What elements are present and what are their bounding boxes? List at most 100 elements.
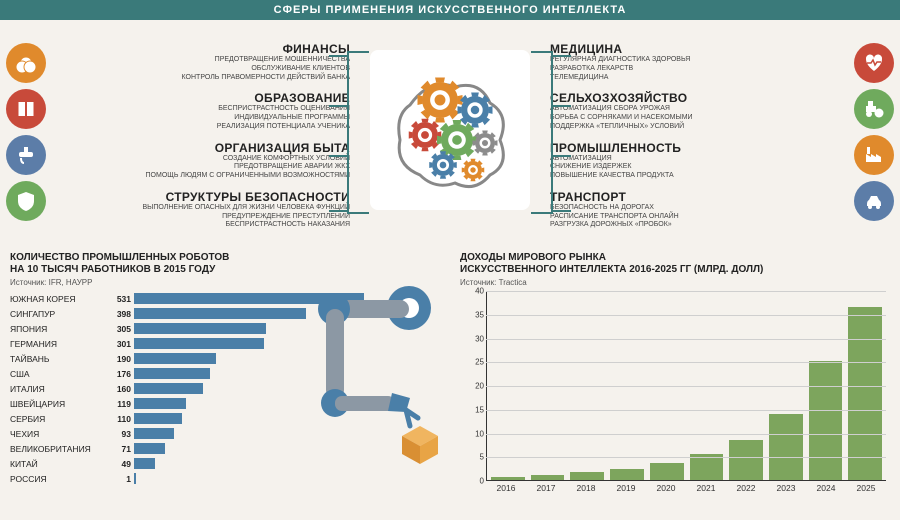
- gridline: [486, 457, 886, 458]
- revenue-bar: [491, 477, 525, 480]
- category-coins: ФИНАНСЫ ПРЕДОТВРАЩЕНИЕ МОШЕННИЧЕСТВАОБСЛ…: [50, 42, 350, 82]
- country-bar: [134, 413, 182, 424]
- category-title: ОРГАНИЗАЦИЯ БЫТА: [50, 141, 350, 155]
- gridline: [486, 362, 886, 363]
- country-label: КИТАЙ: [10, 459, 110, 469]
- category-title: ФИНАНСЫ: [50, 42, 350, 56]
- country-value: 190: [110, 354, 134, 364]
- x-tick: 2024: [806, 483, 846, 501]
- x-tick: 2021: [686, 483, 726, 501]
- shield-icon: [6, 181, 46, 221]
- category-heart: МЕДИЦИНА РЕГУЛЯРНАЯ ДИАГНОСТИКА ЗДОРОВЬЯ…: [550, 42, 850, 82]
- y-tick: 10: [460, 429, 484, 438]
- category-car: ТРАНСПОРТ БЕЗОПАСНОСТЬ НА ДОРОГАХРАСПИСА…: [550, 190, 850, 230]
- gridline: [486, 434, 886, 435]
- factory-icon: [854, 135, 894, 175]
- country-label: ЯПОНИЯ: [10, 324, 110, 334]
- gridline: [486, 386, 886, 387]
- country-bar: [134, 428, 174, 439]
- category-book: ОБРАЗОВАНИЕ БЕСПРИСТРАСТНОСТЬ ОЦЕНИВАНИЯ…: [50, 91, 350, 131]
- categories-right: МЕДИЦИНА РЕГУЛЯРНАЯ ДИАГНОСТИКА ЗДОРОВЬЯ…: [550, 42, 850, 230]
- country-value: 305: [110, 324, 134, 334]
- icon-strip-left: [6, 43, 46, 221]
- country-bar: [134, 458, 155, 469]
- category-desc: БЕЗОПАСНОСТЬ НА ДОРОГАХРАСПИСАНИЕ ТРАНСП…: [550, 204, 850, 230]
- revenue-bar: [809, 361, 843, 480]
- revenue-bar: [769, 414, 803, 481]
- robots-chart-title: КОЛИЧЕСТВО ПРОМЫШЛЕННЫХ РОБОТОВНА 10 ТЫС…: [10, 252, 440, 276]
- gridline: [486, 339, 886, 340]
- category-title: ОБРАЗОВАНИЕ: [50, 91, 350, 105]
- country-bar: [134, 368, 210, 379]
- country-bar: [134, 383, 203, 394]
- gridline: [486, 410, 886, 411]
- country-value: 110: [110, 414, 134, 424]
- gridline: [486, 315, 886, 316]
- category-desc: АВТОМАТИЗАЦИЯСНИЖЕНИЕ ИЗДЕРЖЕКПОВЫШЕНИЕ …: [550, 155, 850, 181]
- applications-section: ФИНАНСЫ ПРЕДОТВРАЩЕНИЕ МОШЕННИЧЕСТВАОБСЛ…: [0, 20, 900, 250]
- country-bar: [134, 323, 266, 334]
- x-tick: 2025: [846, 483, 886, 501]
- category-title: ПРОМЫШЛЕННОСТЬ: [550, 141, 850, 155]
- tap-icon: [6, 135, 46, 175]
- category-factory: ПРОМЫШЛЕННОСТЬ АВТОМАТИЗАЦИЯСНИЖЕНИЕ ИЗД…: [550, 141, 850, 181]
- tractor-icon: [854, 89, 894, 129]
- revenue-chart: ДОХОДЫ МИРОВОГО РЫНКАИСКУССТВЕННОГО ИНТЕ…: [450, 248, 900, 520]
- country-value: 93: [110, 429, 134, 439]
- country-value: 398: [110, 309, 134, 319]
- x-tick: 2019: [606, 483, 646, 501]
- x-tick: 2022: [726, 483, 766, 501]
- revenue-chart-title: ДОХОДЫ МИРОВОГО РЫНКАИСКУССТВЕННОГО ИНТЕ…: [460, 252, 890, 276]
- x-tick: 2023: [766, 483, 806, 501]
- country-bar: [134, 398, 186, 409]
- book-icon: [6, 89, 46, 129]
- x-tick: 2020: [646, 483, 686, 501]
- category-shield: СТРУКТУРЫ БЕЗОПАСНОСТИ ВЫПОЛНЕНИЕ ОПАСНЫ…: [50, 190, 350, 230]
- x-tick: 2017: [526, 483, 566, 501]
- revenue-bar: [729, 440, 763, 480]
- y-tick: 35: [460, 310, 484, 319]
- y-tick: 0: [460, 477, 484, 486]
- country-value: 119: [110, 399, 134, 409]
- country-bar: [134, 338, 264, 349]
- revenue-bar: [531, 475, 565, 480]
- y-tick: 25: [460, 358, 484, 367]
- country-value: 301: [110, 339, 134, 349]
- country-value: 176: [110, 369, 134, 379]
- category-desc: АВТОМАТИЗАЦИЯ СБОРА УРОЖАЯБОРЬБА С СОРНЯ…: [550, 105, 850, 131]
- revenue-bar: [848, 307, 882, 480]
- country-value: 531: [110, 294, 134, 304]
- country-label: ЮЖНАЯ КОРЕЯ: [10, 294, 110, 304]
- category-title: МЕДИЦИНА: [550, 42, 850, 56]
- country-value: 49: [110, 459, 134, 469]
- country-label: ИТАЛИЯ: [10, 384, 110, 394]
- category-tap: ОРГАНИЗАЦИЯ БЫТА СОЗДАНИЕ КОМФОРТНЫХ УСЛ…: [50, 141, 350, 181]
- country-value: 1: [110, 474, 134, 484]
- country-label: ВЕЛИКОБРИТАНИЯ: [10, 444, 110, 454]
- country-label: РОССИЯ: [10, 474, 110, 484]
- robot-arm-illustration: [274, 278, 444, 478]
- country-value: 160: [110, 384, 134, 394]
- country-label: США: [10, 369, 110, 379]
- y-tick: 40: [460, 287, 484, 296]
- revenue-bar: [650, 463, 684, 480]
- category-desc: ВЫПОЛНЕНИЕ ОПАСНЫХ ДЛЯ ЖИЗНИ ЧЕЛОВЕКА ФУ…: [50, 204, 350, 230]
- category-title: ТРАНСПОРТ: [550, 190, 850, 204]
- country-label: СЕРБИЯ: [10, 414, 110, 424]
- category-desc: РЕГУЛЯРНАЯ ДИАГНОСТИКА ЗДОРОВЬЯРАЗРАБОТК…: [550, 56, 850, 82]
- country-value: 71: [110, 444, 134, 454]
- country-bar: [134, 353, 216, 364]
- country-label: ГЕРМАНИЯ: [10, 339, 110, 349]
- country-label: ШВЕЙЦАРИЯ: [10, 399, 110, 409]
- car-icon: [854, 181, 894, 221]
- x-tick: 2016: [486, 483, 526, 501]
- revenue-bar: [570, 472, 604, 480]
- country-label: ТАЙВАНЬ: [10, 354, 110, 364]
- country-label: ЧЕХИЯ: [10, 429, 110, 439]
- brain-illustration: [370, 50, 530, 210]
- revenue-chart-source: Источник: Tractica: [460, 278, 890, 287]
- gridline: [486, 291, 886, 292]
- coins-icon: [6, 43, 46, 83]
- category-tractor: СЕЛЬХОЗХОЗЯЙСТВО АВТОМАТИЗАЦИЯ СБОРА УРО…: [550, 91, 850, 131]
- category-desc: СОЗДАНИЕ КОМФОРТНЫХ УСЛОВИЙПРЕДОТВРАЩЕНИ…: [50, 155, 350, 181]
